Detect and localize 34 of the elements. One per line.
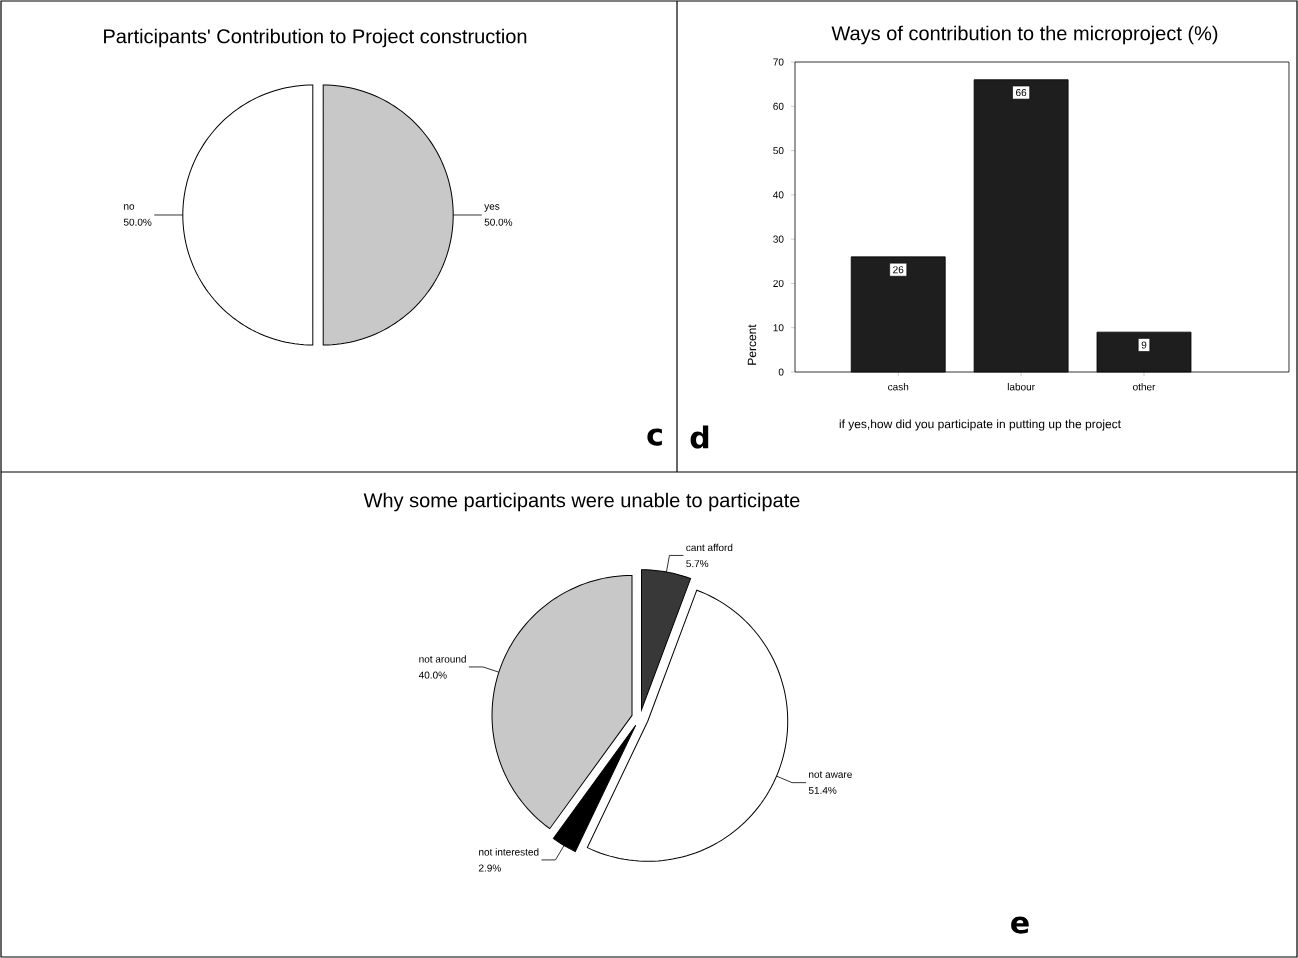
slice-label: yes xyxy=(484,204,500,212)
data-label: 2.9% xyxy=(478,864,501,872)
data-label: 5.7% xyxy=(686,560,709,568)
data-label: 26 xyxy=(893,266,904,274)
x-tick-label: cash xyxy=(888,383,909,391)
slice-label: not around xyxy=(419,655,466,663)
data-label: 66 xyxy=(1016,89,1027,97)
y-tick-label: 0 xyxy=(778,368,784,376)
y-axis-title: Percent xyxy=(747,324,757,365)
text: d xyxy=(690,425,709,449)
x-tick-label: labour xyxy=(1007,383,1035,391)
y-tick-label: 20 xyxy=(773,279,784,287)
slice-label: cant afford xyxy=(686,543,733,552)
data-label: 40.0% xyxy=(418,671,447,679)
data-label: 50.0% xyxy=(484,218,513,226)
y-tick-label: 50 xyxy=(773,147,784,155)
data-label: 51.4% xyxy=(808,786,837,794)
slice-label: not aware xyxy=(809,771,852,778)
chart-title: Why some participants were unable to participate xyxy=(363,492,800,512)
chart-title: Ways of contribution to the microproject (%) xyxy=(831,25,1218,45)
y-tick-label: 60 xyxy=(773,102,784,110)
slice-label: no xyxy=(124,204,135,210)
data-label: 9 xyxy=(1141,341,1147,349)
y-tick-label: 70 xyxy=(773,58,784,66)
data-label: 50.0% xyxy=(123,218,152,226)
y-tick-label: 40 xyxy=(773,191,784,199)
chart-title: Participants' Contribution to Project construction xyxy=(104,28,527,48)
slice-label: not interested xyxy=(479,848,539,856)
y-tick-label: 30 xyxy=(773,235,784,243)
x-tick-label: other xyxy=(1133,383,1156,391)
text: c xyxy=(647,428,662,446)
text: e xyxy=(1011,916,1029,934)
y-tick-label: 10 xyxy=(773,324,784,332)
x-axis-title: if yes,how did you participate in putting up the project xyxy=(839,419,1121,431)
